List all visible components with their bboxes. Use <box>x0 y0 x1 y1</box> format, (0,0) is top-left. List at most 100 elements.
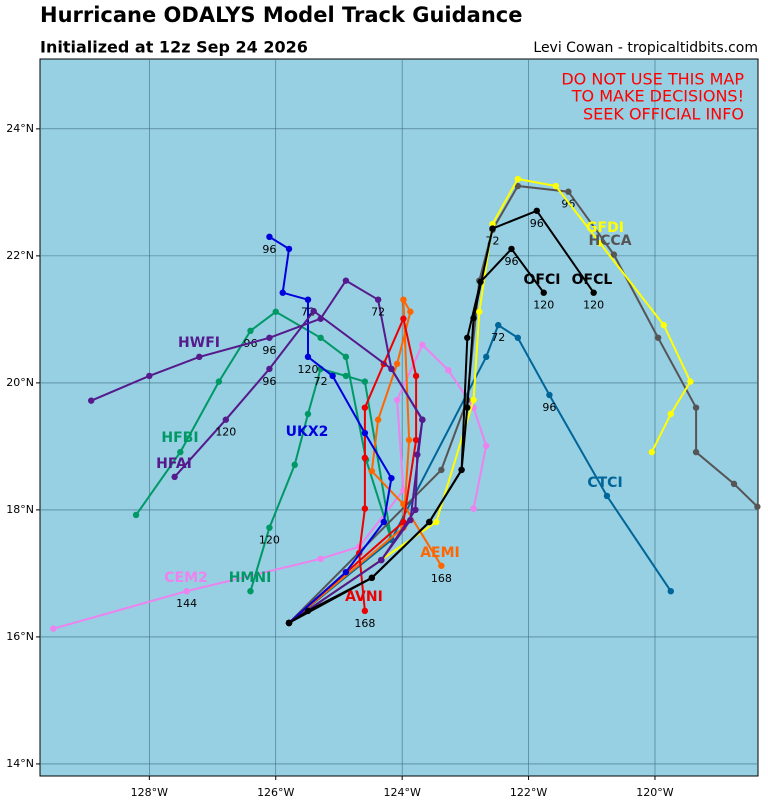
track-point <box>407 308 414 315</box>
y-tick-label: 24°N <box>6 122 34 135</box>
track-name: HFAI <box>156 456 192 472</box>
title: Hurricane ODALYS Model Track Guidance <box>40 3 522 27</box>
track-point <box>470 505 477 512</box>
subtitle: Initialized at 12z Sep 24 2026 <box>40 38 308 57</box>
track-point <box>514 334 522 341</box>
track-point <box>291 461 298 469</box>
track-point <box>667 587 674 595</box>
track-point <box>419 416 426 423</box>
hour-label: 96 <box>262 375 276 388</box>
track-point <box>648 448 656 456</box>
y-tick-label: 16°N <box>6 630 34 643</box>
track-point <box>317 555 324 563</box>
hour-label: 120 <box>533 299 554 312</box>
track-point <box>495 321 502 329</box>
x-tick-label: 120°W <box>636 786 673 799</box>
track-point <box>464 334 471 341</box>
hour-label: 96 <box>262 344 276 357</box>
track-point <box>388 474 395 482</box>
y-tick-label: 20°N <box>6 376 34 389</box>
track-line <box>288 299 443 624</box>
track-point <box>368 574 376 582</box>
y-tick-label: 18°N <box>6 503 34 516</box>
track-point <box>393 360 401 368</box>
track-point <box>272 308 279 315</box>
track-point <box>730 480 738 488</box>
hour-label: 120 <box>259 534 280 547</box>
track-point <box>552 182 559 190</box>
track-point <box>667 410 674 418</box>
hour-label: 120 <box>297 363 318 376</box>
track-point <box>400 296 407 303</box>
track-point <box>374 416 382 423</box>
warning: DO NOT USE THIS MAP <box>561 70 744 89</box>
track-name: AVNI <box>345 589 383 605</box>
track-point <box>361 429 369 437</box>
track-point <box>405 436 413 444</box>
track-point <box>266 334 273 341</box>
track-point <box>342 353 350 361</box>
track-point <box>317 334 324 341</box>
track-name: HFBI <box>161 430 198 446</box>
track-point <box>374 296 382 303</box>
track-point <box>433 518 440 526</box>
track-name: GFDI <box>586 220 624 236</box>
track-point <box>171 473 178 481</box>
track-point <box>540 289 547 296</box>
track-point <box>470 396 477 404</box>
hour-label: 72 <box>314 375 328 388</box>
track-point <box>514 182 522 190</box>
track-point <box>445 366 452 374</box>
hour-label: 120 <box>583 299 604 312</box>
track-point <box>489 225 496 232</box>
track-point <box>146 372 153 380</box>
y-tick-label: 22°N <box>6 249 34 262</box>
track-point <box>378 556 385 564</box>
track-point <box>304 296 312 303</box>
hour-label: 96 <box>262 243 276 256</box>
track-point <box>660 321 668 329</box>
track-point <box>687 378 694 385</box>
layer: 128°W 126°W 124°W 122°W 120°W 14°N 16°N 18°N 20°… <box>6 59 761 799</box>
track-point <box>361 607 369 615</box>
track-point <box>483 353 490 361</box>
warning: TO MAKE DECISIONS! <box>571 87 744 106</box>
track-point <box>476 308 483 315</box>
hour-label: 72 <box>371 306 385 319</box>
track-point <box>380 518 388 526</box>
track-point <box>304 410 312 418</box>
track-point <box>310 307 317 315</box>
track-name: OFCI <box>524 272 561 288</box>
track-point <box>546 391 553 399</box>
track-name: OFCL <box>572 272 613 288</box>
track-point <box>514 175 522 183</box>
track-point <box>754 503 761 510</box>
track-point <box>412 506 419 514</box>
hour-label: 96 <box>505 255 519 268</box>
track-point <box>87 397 95 404</box>
hour-label: 72 <box>486 235 500 248</box>
track-line <box>90 279 424 624</box>
credit: Levi Cowan - tropicaltidbits.com <box>533 40 758 56</box>
track-point <box>400 315 407 322</box>
x-tick-label: 124°W <box>383 786 420 799</box>
track-point <box>596 239 604 247</box>
track-point <box>368 467 376 475</box>
track-point <box>50 625 57 632</box>
track-point <box>388 365 395 373</box>
track-point <box>304 353 312 361</box>
track-name: CTCI <box>587 475 622 491</box>
track-name: CEM2 <box>164 570 208 586</box>
track-point <box>342 568 350 576</box>
track-name: HWFI <box>178 335 220 351</box>
hour-label: 168 <box>431 572 452 585</box>
track-point <box>222 416 230 423</box>
track-name: HMNI <box>229 570 272 586</box>
hour-label: 168 <box>354 617 375 630</box>
track-point <box>361 454 369 462</box>
track-point <box>565 188 572 195</box>
track-point <box>654 334 662 341</box>
track-point <box>692 448 700 456</box>
track-point <box>247 587 254 595</box>
